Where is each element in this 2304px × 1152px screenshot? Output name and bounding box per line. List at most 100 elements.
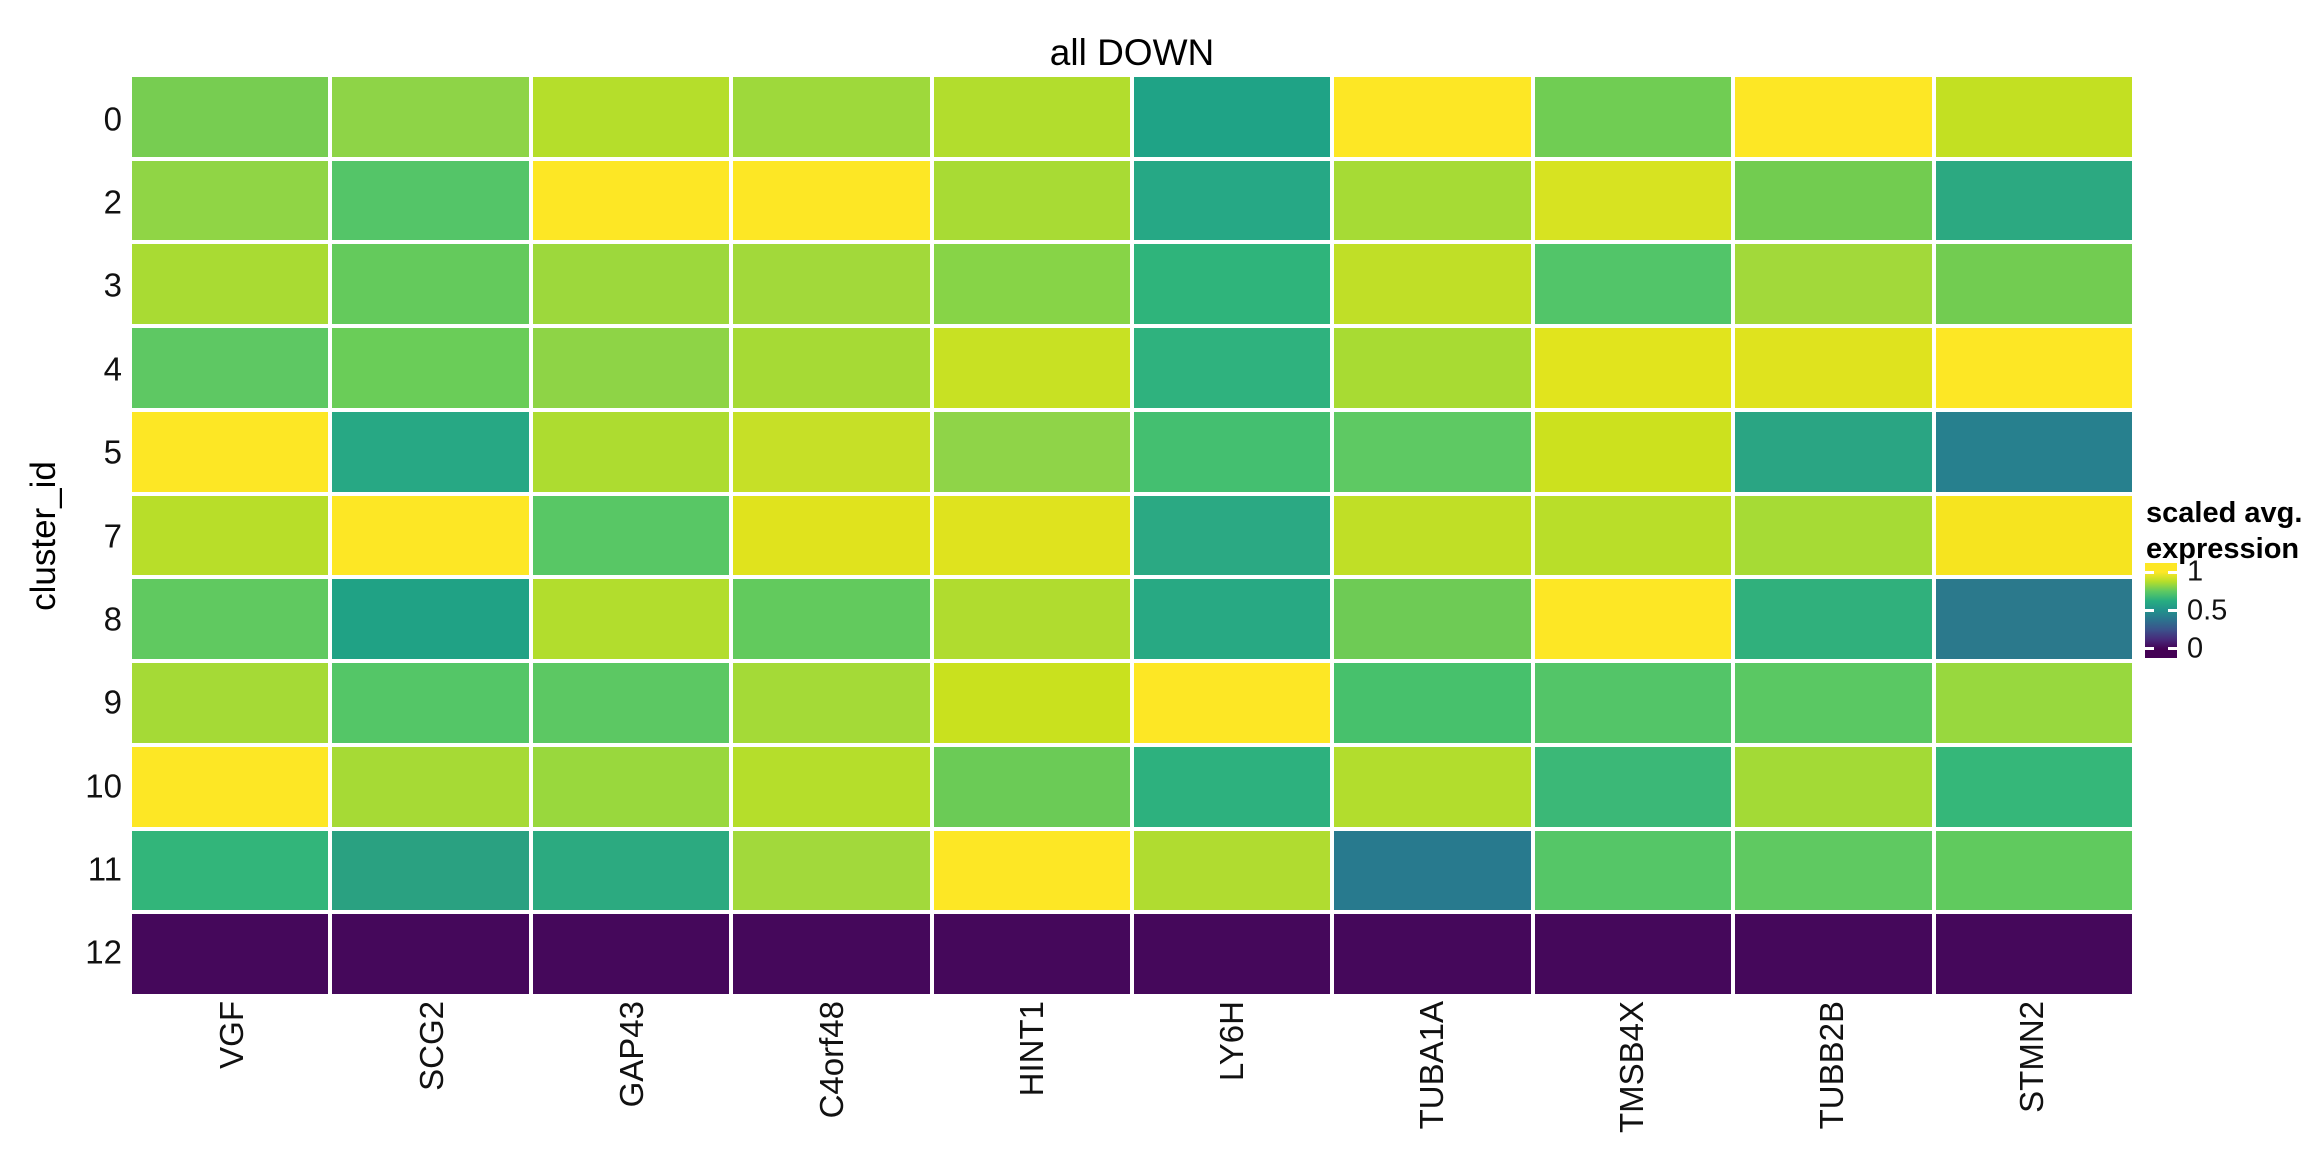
heatmap-cell (933, 328, 1130, 408)
heatmap-cell (1334, 328, 1531, 408)
heatmap-cell (1133, 244, 1331, 325)
heatmap-cell (532, 160, 730, 241)
page-title: all DOWN (1049, 32, 1215, 73)
heatmap-cell (733, 914, 930, 994)
heatmap-cell (532, 663, 730, 743)
heatmap-cell (332, 579, 529, 660)
heatmap-cell (532, 411, 730, 492)
heatmap-cell (132, 495, 329, 576)
heatmap-cell (1935, 830, 2132, 911)
heatmap-cell (332, 914, 529, 994)
heatmap-cell (1935, 160, 2132, 241)
heatmap-cell (1735, 579, 1932, 660)
legend-tick-label: 0 (2187, 632, 2204, 665)
heatmap-cell (1334, 411, 1531, 492)
heatmap-cell (733, 495, 930, 576)
heatmap-cell (1534, 914, 1732, 994)
heatmap-cell (532, 77, 730, 157)
x-tick-label: GAP43 (613, 1001, 650, 1108)
heatmap-cell (332, 160, 529, 241)
heatmap-cell (1133, 746, 1331, 827)
heatmap-cell (933, 160, 1130, 241)
heatmap-cell (1935, 746, 2132, 827)
legend-tick-label: 1 (2187, 555, 2204, 588)
heatmap-cell (132, 663, 329, 743)
heatmap-cell (933, 830, 1130, 911)
colorbar-tick-mark (2168, 647, 2177, 651)
heatmap-cell (1534, 77, 1732, 157)
y-tick-label: 0 (103, 100, 122, 138)
heatmap-cell (1133, 495, 1331, 576)
heatmap-cell (733, 160, 930, 241)
x-tick-label: STMN2 (2013, 1001, 2050, 1113)
legend-tick-label: 0.5 (2187, 594, 2228, 626)
heatmap-cell (132, 328, 329, 408)
heatmap-cell (933, 914, 1130, 994)
heatmap-cell (733, 77, 930, 157)
heatmap-cell (733, 663, 930, 743)
heatmap-cell (933, 663, 1130, 743)
heatmap-cell (1735, 746, 1932, 827)
x-tick-label: TUBA1A (1413, 1001, 1450, 1130)
heatmap-cell (1534, 579, 1732, 660)
heatmap-cell (332, 328, 529, 408)
heatmap-cell (532, 746, 730, 827)
heatmap-cell (933, 244, 1130, 325)
heatmap-cell (1133, 914, 1331, 994)
heatmap-cell (1334, 914, 1531, 994)
heatmap-cell (1534, 411, 1732, 492)
heatmap-cell (332, 746, 529, 827)
heatmap-cell (1935, 411, 2132, 492)
colorbar-tick-mark (2168, 570, 2177, 574)
y-tick-label: 4 (103, 350, 122, 388)
heatmap-cell (532, 579, 730, 660)
colorbar-tick-mark (2145, 647, 2154, 651)
heatmap-cell (1735, 77, 1932, 157)
heatmap-cell (733, 244, 930, 325)
heatmap-cell (532, 495, 730, 576)
heatmap-cell (1334, 495, 1531, 576)
heatmap-cell (733, 579, 930, 660)
heatmap-cell (1133, 579, 1331, 660)
x-tick-label: HINT1 (1013, 1001, 1050, 1097)
y-tick-label: 10 (85, 767, 122, 805)
heatmap-cell (933, 411, 1130, 492)
colorbar-tick-mark (2145, 570, 2154, 574)
heatmap-cell (332, 77, 529, 157)
heatmap-cell (332, 663, 529, 743)
heatmap-cell (1935, 579, 2132, 660)
heatmap-cell (1133, 77, 1331, 157)
heatmap-cell (332, 244, 529, 325)
heatmap-cell (933, 77, 1130, 157)
heatmap-cell (532, 328, 730, 408)
heatmap-cell (332, 411, 529, 492)
colorbar-tick-mark (2145, 609, 2154, 612)
heatmap-cell (1133, 328, 1331, 408)
heatmap-cell (1534, 244, 1732, 325)
heatmap-cell (733, 328, 930, 408)
heatmap-cell (132, 411, 329, 492)
heatmap-cell (733, 411, 930, 492)
x-tick-label: TUBB2B (1813, 1001, 1850, 1130)
heatmap-cell (933, 746, 1130, 827)
heatmap-cell (1334, 746, 1531, 827)
heatmap-cell (1534, 160, 1732, 241)
heatmap-cell (1935, 77, 2132, 157)
heatmap-cell (332, 495, 529, 576)
heatmap-cell (1534, 830, 1732, 911)
heatmap-cell (1534, 328, 1732, 408)
heatmap-cell (1334, 244, 1531, 325)
heatmap-cell (132, 830, 329, 911)
heatmap-cell (1735, 160, 1932, 241)
heatmap-cell (933, 579, 1130, 660)
heatmap-cell (1735, 328, 1932, 408)
y-tick-label: 7 (103, 517, 122, 554)
heatmap-cell (1735, 244, 1932, 325)
heatmap-cell (1334, 830, 1531, 911)
heatmap-cell (1735, 663, 1932, 743)
y-tick-label: 2 (103, 183, 122, 221)
heatmap-cell (1534, 495, 1732, 576)
legend-colorbar (2145, 563, 2177, 658)
y-tick-label: 11 (87, 850, 122, 888)
heatmap (132, 77, 2132, 994)
